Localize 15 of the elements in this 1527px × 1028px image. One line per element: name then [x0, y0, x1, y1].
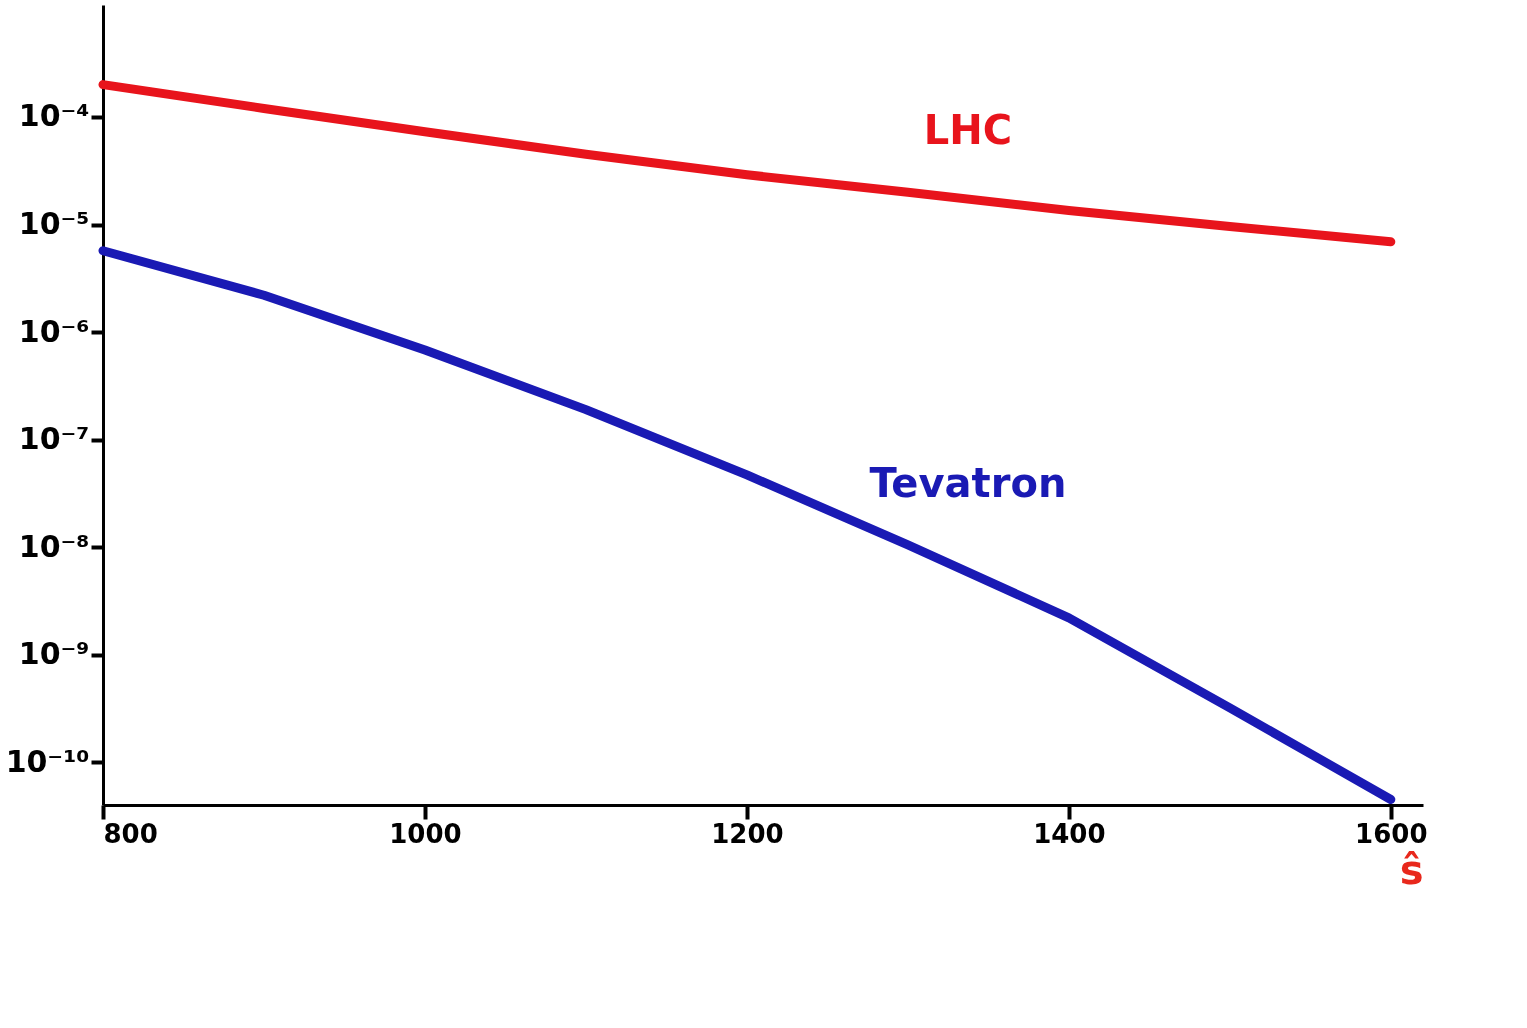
x-tick-label: 1400 — [1033, 818, 1106, 849]
y-tick-label: 10⁻⁶ — [18, 313, 90, 349]
x-axis-title: ŝ — [1399, 846, 1424, 893]
x-tick-label: 1600 — [1355, 818, 1428, 849]
x-tick-label: 1200 — [711, 818, 784, 849]
y-tick-label: 10⁻⁸ — [18, 528, 90, 564]
y-tick-label: 10⁻⁹ — [18, 636, 90, 672]
series-label: Tevatron — [869, 459, 1067, 506]
y-tick-label: 10⁻⁵ — [18, 206, 90, 242]
x-tick-label: 800 — [103, 818, 158, 849]
series-label: LHC — [923, 107, 1013, 154]
y-tick-label: 10⁻¹⁰ — [5, 743, 90, 779]
y-tick-label: 10⁻⁷ — [18, 421, 90, 457]
x-tick-label: 1000 — [389, 818, 462, 849]
y-tick-label: 10⁻⁴ — [18, 98, 90, 134]
